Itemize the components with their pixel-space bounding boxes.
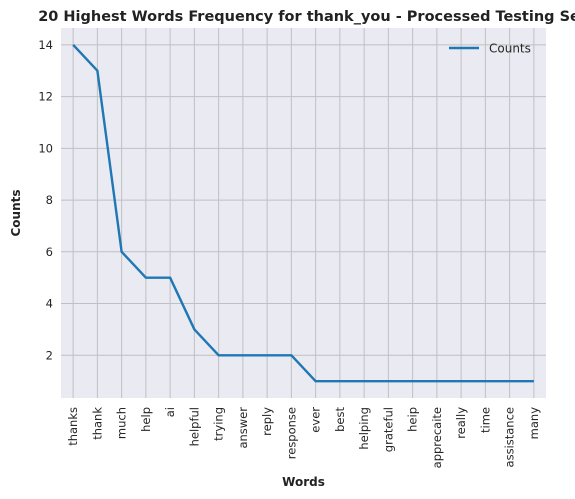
x-tick-label: apprecaite <box>430 407 444 468</box>
y-tick-label: 8 <box>46 193 53 207</box>
legend: Counts <box>449 42 531 56</box>
y-axis-label: Counts <box>9 189 23 236</box>
x-tick-label: best <box>333 407 347 432</box>
grid <box>61 28 546 398</box>
x-tick-label: reply <box>260 407 274 436</box>
x-tick-label: helping <box>357 407 371 450</box>
x-axis-label: Words <box>282 475 325 489</box>
series-layer <box>72 43 534 383</box>
plot-area <box>61 28 546 398</box>
x-tick-label: ai <box>163 407 177 417</box>
x-tick-label: assistance <box>503 407 517 467</box>
x-tick-label: time <box>478 407 492 433</box>
x-tick-label: really <box>454 407 468 439</box>
x-tick-label: response <box>284 407 298 459</box>
y-tick-label: 4 <box>46 297 53 311</box>
y-tick-label: 6 <box>46 245 53 259</box>
x-tick-label: help <box>139 407 153 432</box>
x-tick-label: much <box>115 407 129 439</box>
y-tick-label: 12 <box>38 90 53 104</box>
tick-labels: 2 4 6 8 10 12 14 thanks thank much help ai helpful tr… <box>38 38 541 469</box>
x-tick-label: ever <box>309 407 323 433</box>
x-tick-label: thanks <box>66 407 80 446</box>
x-tick-label: grateful <box>381 407 395 452</box>
x-tick-label: answer <box>236 407 250 449</box>
y-tick-label: 14 <box>38 38 53 52</box>
y-tick-label: 2 <box>46 348 53 362</box>
x-tick-label: trying <box>212 407 226 441</box>
legend-label: Counts <box>489 42 531 56</box>
x-tick-label: heip <box>406 407 420 432</box>
x-tick-label: helpful <box>187 407 201 446</box>
series-line <box>72 43 534 383</box>
y-tick-label: 10 <box>38 141 53 155</box>
chart-title: 20 Highest Words Frequency for thank_you… <box>38 9 575 25</box>
x-tick-label: thank <box>90 407 104 440</box>
x-tick-label: many <box>527 407 541 440</box>
